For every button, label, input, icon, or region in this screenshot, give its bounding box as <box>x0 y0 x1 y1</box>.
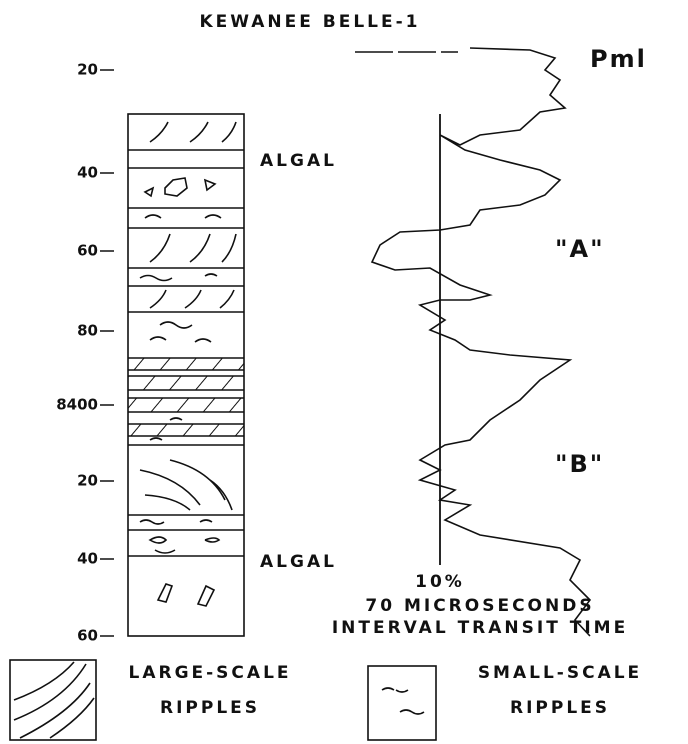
small-ripples <box>139 214 222 525</box>
legend-swatch <box>367 665 437 741</box>
bed-boundaries <box>128 149 244 557</box>
algal-fossils <box>156 583 216 607</box>
large-ripples <box>139 121 237 511</box>
depth-label: 40 <box>77 164 98 182</box>
title: KEWANEE BELLE-1 <box>199 12 420 32</box>
depth-label: 40 <box>77 550 98 568</box>
depth-label: 20 <box>77 61 98 79</box>
algal-clasts <box>143 177 221 554</box>
depth-label: 20 <box>77 472 98 490</box>
bed-gap <box>128 390 244 398</box>
legend-label: RIPPLES <box>510 698 610 718</box>
algal-label: ALGAL <box>260 151 337 171</box>
scale-label: 70 MICROSECONDS <box>365 596 594 616</box>
legend-label: RIPPLES <box>160 698 260 718</box>
legend-small-ripples <box>381 687 425 715</box>
column-outline <box>127 113 245 637</box>
legend-swatch <box>9 659 97 741</box>
bed-gap <box>128 436 244 445</box>
bed-gap <box>128 412 244 424</box>
depth-label: 60 <box>77 242 98 260</box>
algal-label: ALGAL <box>260 552 337 572</box>
percent-label: 10% <box>415 572 465 592</box>
axis-label: INTERVAL TRANSIT TIME <box>332 618 628 638</box>
legend-label: LARGE-SCALE <box>128 663 291 683</box>
zone-label: "B" <box>555 450 604 478</box>
zone-label: "A" <box>555 235 605 263</box>
log-curve <box>370 47 592 637</box>
formation-label: Pml <box>590 45 647 73</box>
depth-label: 60 <box>77 627 98 645</box>
depth-label: 8400 <box>56 396 98 414</box>
legend-label: SMALL-SCALE <box>478 663 642 683</box>
legend: LARGE-SCALE RIPPLES SMALL-SCALE RIPPLES <box>9 659 642 741</box>
depth-axis: 20 40 60 80 8400 20 40 60 <box>56 61 114 645</box>
legend-large-ripples <box>13 661 95 739</box>
bed-gap <box>128 370 244 376</box>
column <box>127 113 245 637</box>
depth-ticks <box>100 69 114 637</box>
depth-label: 80 <box>77 322 98 340</box>
